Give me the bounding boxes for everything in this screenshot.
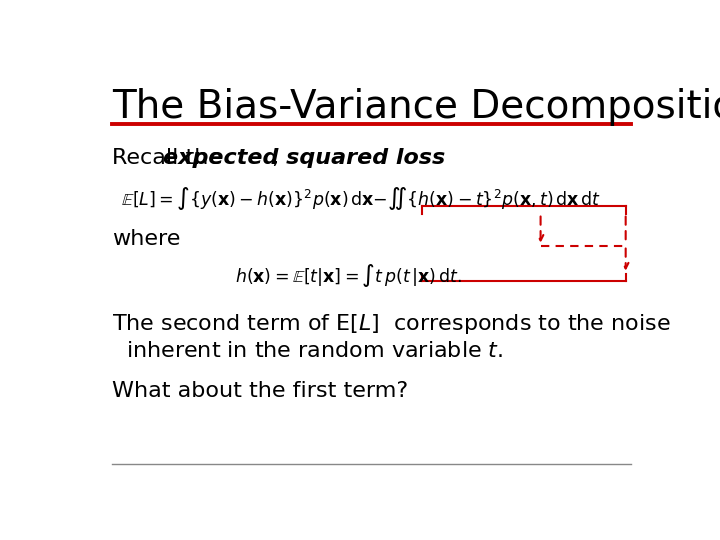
Text: $h(\mathbf{x}) = \mathbb{E}[t|\mathbf{x}] = \int t\,p(t\,|\mathbf{x})\,\mathrm{d: $h(\mathbf{x}) = \mathbb{E}[t|\mathbf{x}… [235,262,462,289]
Text: $\mathbb{E}[L] = \int \{y(\mathbf{x}) - h(\mathbf{x})\}^2 p(\mathbf{x})\,\mathrm: $\mathbb{E}[L] = \int \{y(\mathbf{x}) - … [121,185,600,212]
Text: inherent in the random variable $t$.: inherent in the random variable $t$. [126,341,503,361]
Text: Recall the: Recall the [112,148,230,168]
Text: expected squared loss: expected squared loss [163,148,445,168]
Text: ,: , [265,148,279,168]
Text: The Bias-Variance Decomposition (1): The Bias-Variance Decomposition (1) [112,87,720,126]
Text: What about the first term?: What about the first term? [112,381,408,401]
Text: The second term of E$[L]$  corresponds to the noise: The second term of E$[L]$ corresponds to… [112,312,671,336]
Text: where: where [112,229,181,249]
